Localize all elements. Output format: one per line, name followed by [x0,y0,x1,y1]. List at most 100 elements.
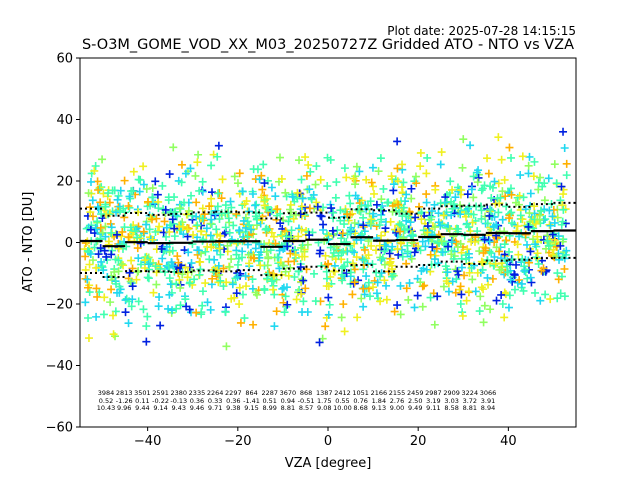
scatter-point [487,194,496,203]
scatter-point [362,272,371,281]
scatter-point [447,238,456,247]
scatter-point [366,219,375,228]
scatter-point [153,190,162,199]
scatter-point [516,171,525,180]
scatter-point [350,219,359,228]
scatter-point [359,213,368,222]
scatter-point [552,242,561,251]
scatter-point [453,267,462,276]
y-tick-label: 20 [56,175,73,190]
scatter-point [352,162,361,171]
scatter-point [416,278,425,287]
scatter-point [207,215,216,224]
scatter-point [554,232,563,241]
scatter-point [514,250,523,259]
scatter-point [498,300,507,309]
scatter-point [217,194,226,203]
scatter-point [139,162,148,171]
scatter-point [84,334,93,343]
bin-mean-label: -1.26 [116,397,133,405]
scatter-point [360,256,369,265]
scatter-point [505,214,514,223]
scatter-point [107,228,116,237]
scatter-point [320,236,329,245]
scatter-point [500,313,509,322]
y-tick-label: −40 [46,359,73,374]
scatter-point [535,215,544,224]
scatter-point [386,217,395,226]
scatter-point [370,189,379,198]
scatter-point [81,252,90,261]
scatter-point [245,259,254,268]
scatter-point [497,155,506,164]
scatter-point [267,183,276,192]
scatter-point [183,273,192,282]
scatter-point [87,177,96,186]
scatter-point [260,196,269,205]
scatter-point [379,184,388,193]
scatter-point [329,208,338,217]
scatter-point [423,228,432,237]
scatter-point [469,172,478,181]
scatter-point [522,240,531,249]
scatter-point [469,261,478,270]
bin-count-label: 2987 [425,389,442,397]
scatter-point [168,306,177,315]
scatter-point [390,307,399,316]
scatter-point [275,153,284,162]
scatter-point [108,276,117,285]
scatter-point [510,285,519,294]
scatter-point [410,177,419,186]
bin-std-label: 8.81 [281,404,295,412]
scatter-point [319,220,328,229]
axis-ticks: −40 −20 0 20 40 −60 −40 −20 0 20 40 60 [46,52,517,450]
scatter-point [255,175,264,184]
scatter-point [230,172,239,181]
scatter-point [524,222,533,231]
scatter-point [155,222,164,231]
scatter-point [497,290,506,299]
scatter-point [351,229,360,238]
scatter-point [210,255,219,264]
scatter-point [291,251,300,260]
scatter-point [534,178,543,187]
scatter-point [104,237,113,246]
scatter-point [500,240,509,249]
scatter-point [165,290,174,299]
bin-std-label: 9.00 [390,404,404,412]
scatter-point [128,295,137,304]
scatter-point [324,310,333,319]
scatter-point [214,261,223,270]
scatter-point [192,212,201,221]
bin-mean-label: 2.76 [390,397,404,405]
scatter-point [105,198,114,207]
scatter-point [530,202,539,211]
scatter-point [85,288,94,297]
scatter-point [350,248,359,257]
scatter-point [170,232,179,241]
scatter-point [426,267,435,276]
scatter-point [278,284,287,293]
scatter-point [353,205,362,214]
scatter-point [485,237,494,246]
scatter-point [494,133,503,142]
scatter-point [120,176,129,185]
scatter-point [190,275,199,284]
scatter-point [336,206,345,215]
bin-count-label: 2335 [189,389,206,397]
scatter-point [359,284,368,293]
scatter-point [395,220,404,229]
scatter-point [495,265,504,274]
scatter-point [367,178,376,187]
bin-count-label: 2287 [261,389,278,397]
scatter-point [416,246,425,255]
scatter-point [474,173,483,182]
scatter-point [417,215,426,224]
scatter-point [524,161,533,170]
scatter-point [279,283,288,292]
scatter-point [92,284,101,293]
scatter-point [526,189,535,198]
scatter-point [221,209,230,218]
scatter-point [136,260,145,269]
y-tick-label: −20 [46,298,73,313]
